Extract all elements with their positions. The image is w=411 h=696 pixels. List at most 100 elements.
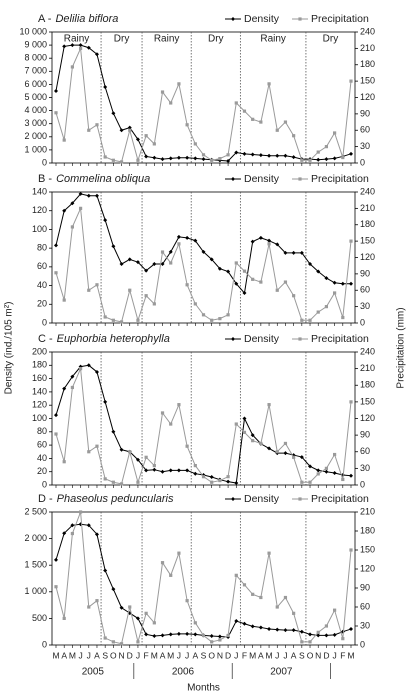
precip-marker <box>218 638 222 642</box>
y2-tick-label: 210 <box>360 203 375 213</box>
precip-marker <box>201 153 206 157</box>
legend-marker <box>231 497 235 501</box>
density-marker <box>144 154 149 159</box>
density-marker <box>78 43 83 48</box>
precip-marker <box>234 422 238 426</box>
legend-marker <box>231 17 235 21</box>
panel-letter: D - <box>38 493 53 505</box>
density-marker <box>308 632 313 637</box>
precip-marker <box>316 310 320 314</box>
precip-marker <box>152 464 156 468</box>
density-marker <box>234 281 239 286</box>
species-name: Euphorbia heterophylla <box>57 333 170 345</box>
precip-marker <box>103 477 107 481</box>
series-line <box>55 206 352 323</box>
density-marker <box>144 632 149 637</box>
y2-tick-label: 90 <box>360 108 370 118</box>
precip-marker <box>87 605 91 609</box>
precip-marker <box>210 480 214 484</box>
year-label: 2007 <box>270 667 293 678</box>
precip-marker <box>78 510 83 514</box>
season-label: Dry <box>208 34 224 45</box>
y-tick-label: 0 <box>42 157 47 167</box>
precip-marker <box>152 302 156 306</box>
precip-marker <box>349 239 353 243</box>
density-marker <box>217 634 222 639</box>
x-tick-label: A <box>160 650 166 660</box>
precip-marker <box>128 288 132 292</box>
precip-marker <box>259 441 263 446</box>
precip-marker <box>308 318 312 322</box>
y-tick-label: 1 000 <box>24 144 47 154</box>
precip-marker <box>169 422 173 426</box>
density-marker <box>185 235 190 240</box>
density-marker <box>275 153 280 158</box>
y-tick-label: 200 <box>32 346 47 356</box>
y2-tick-label: 150 <box>360 236 375 246</box>
precip-marker <box>251 277 255 281</box>
precip-marker <box>160 250 165 254</box>
plot-frame <box>51 511 356 646</box>
y-tick-label: 80 <box>37 243 47 253</box>
density-marker <box>193 238 198 243</box>
precip-marker <box>349 548 353 552</box>
density-marker <box>160 469 165 474</box>
density-marker <box>94 52 99 57</box>
species-name: Delilia biflora <box>55 13 118 25</box>
precip-marker <box>62 138 66 142</box>
precip-marker <box>283 120 288 124</box>
y-tick-label: 60 <box>37 439 47 449</box>
density-marker <box>160 633 165 638</box>
density-marker <box>349 151 353 156</box>
y-tick-label: 0 <box>42 479 47 489</box>
precip-marker <box>87 450 91 454</box>
y-tick-label: 5 000 <box>24 92 47 102</box>
x-tick-label: M <box>249 650 256 660</box>
precip-marker <box>185 123 189 127</box>
y-tick-label: 40 <box>37 280 47 290</box>
x-tick-label: O <box>208 650 215 660</box>
y-tick-label: 60 <box>37 261 47 271</box>
y-tick-label: 120 <box>32 205 47 215</box>
x-tick-label: M <box>266 650 273 660</box>
x-tick-label: J <box>332 650 336 660</box>
density-marker <box>201 157 206 162</box>
density-marker <box>168 156 173 161</box>
y-tick-label: 1 500 <box>24 560 47 570</box>
y-tick-label: 1 000 <box>24 586 47 596</box>
precip-marker <box>136 158 140 162</box>
density-marker <box>160 157 165 162</box>
legend-marker <box>231 177 235 181</box>
density-marker <box>291 155 296 160</box>
density-marker <box>332 156 337 161</box>
precip-marker <box>308 640 312 644</box>
x-tick-label: N <box>315 650 321 660</box>
plot-frame <box>51 191 356 324</box>
y2-tick-label: 180 <box>360 219 375 229</box>
y-tick-label: 0 <box>42 317 47 327</box>
x-tick-label: F <box>242 650 247 660</box>
precip-marker <box>128 450 132 454</box>
density-marker <box>127 125 132 130</box>
y2-tick-label: 180 <box>360 525 375 535</box>
plot-frame <box>51 31 356 164</box>
precip-marker <box>308 480 312 484</box>
x-tick-label: A <box>258 650 264 660</box>
y-tick-label: 100 <box>32 413 47 423</box>
density-marker <box>226 159 231 164</box>
precip-marker <box>193 464 197 468</box>
precip-marker <box>259 595 263 600</box>
precip-marker <box>103 636 107 640</box>
density-marker <box>349 473 353 478</box>
y2-axis-label: Precipitation (mm) <box>396 307 407 388</box>
y2-tick-label: 150 <box>360 544 375 554</box>
precip-marker <box>283 595 288 600</box>
density-marker <box>62 44 67 49</box>
precip-marker <box>136 318 140 322</box>
y2-tick-label: 210 <box>360 363 375 373</box>
density-marker <box>283 628 288 633</box>
density-marker <box>54 557 58 562</box>
density-marker <box>316 468 321 473</box>
density-marker <box>209 633 214 638</box>
legend-label: Density <box>244 13 280 25</box>
